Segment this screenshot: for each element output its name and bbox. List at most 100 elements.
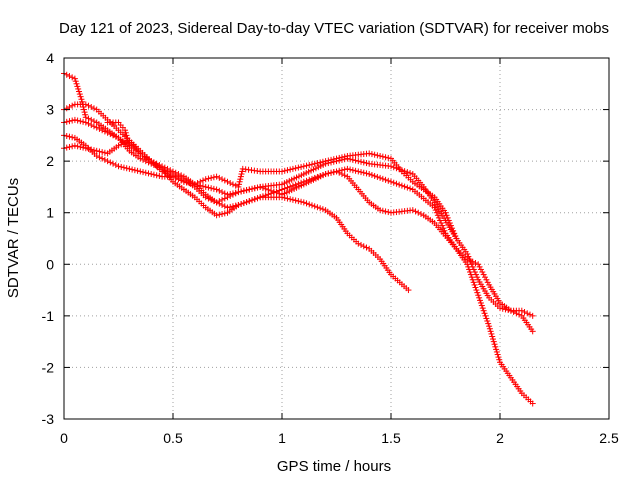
data-point [257, 183, 264, 190]
data-point [265, 186, 272, 193]
data-point [219, 196, 226, 203]
data-point [194, 180, 201, 187]
data-point [486, 325, 493, 332]
data-point [298, 163, 305, 170]
data-point [75, 85, 82, 92]
data-point [325, 170, 332, 177]
data-point [72, 78, 79, 85]
data-point [526, 311, 533, 318]
data-point [77, 143, 84, 150]
data-point [333, 168, 340, 175]
data-point [224, 178, 231, 185]
data-point [471, 269, 478, 276]
data-point [470, 266, 477, 273]
data-point [101, 128, 108, 135]
data-point [90, 123, 97, 130]
data-point [469, 263, 476, 270]
data-point [186, 180, 193, 187]
data-point [470, 279, 477, 286]
data-point [142, 169, 149, 176]
data-point [441, 227, 448, 234]
data-point [66, 133, 73, 140]
data-point [236, 181, 243, 188]
data-point [240, 200, 247, 207]
data-point [493, 348, 500, 355]
data-point [246, 186, 253, 193]
data-point [90, 147, 97, 154]
data-point [352, 167, 359, 174]
data-point [371, 172, 378, 179]
data-point [491, 341, 498, 348]
data-point [385, 209, 392, 216]
data-point [322, 158, 329, 165]
data-point [238, 171, 245, 178]
data-point [69, 117, 76, 124]
data-point [125, 140, 132, 147]
data-point [490, 338, 497, 345]
data-point [379, 175, 386, 182]
data-point [90, 118, 97, 125]
data-point [161, 169, 168, 176]
data-point [484, 318, 491, 325]
y-tick-label: 3 [46, 102, 54, 118]
data-point [377, 207, 384, 214]
data-point [232, 182, 239, 189]
data-point [385, 177, 392, 184]
data-point [474, 274, 481, 281]
data-point [338, 171, 345, 178]
data-point [358, 169, 365, 176]
data-point [238, 201, 245, 208]
data-point [224, 191, 231, 198]
data-point [82, 119, 89, 126]
data-point [407, 185, 414, 192]
data-point [524, 310, 531, 317]
data-point [349, 167, 356, 174]
data-point [239, 168, 246, 175]
data-point [112, 162, 119, 169]
data-point [295, 198, 302, 205]
data-point [287, 183, 294, 190]
data-point [388, 163, 394, 170]
data-point [257, 194, 264, 201]
data-point [401, 183, 408, 190]
data-point [197, 178, 204, 185]
data-point [63, 105, 70, 112]
data-point [284, 184, 291, 191]
data-point [518, 307, 525, 314]
x-axis-label: GPS time / hours [277, 458, 391, 475]
data-point [63, 118, 70, 125]
data-point [219, 201, 226, 208]
data-point [237, 173, 244, 180]
data-point [153, 163, 160, 170]
data-point [434, 212, 441, 219]
data-point [236, 178, 243, 185]
data-point [477, 299, 484, 306]
data-point [66, 118, 73, 125]
x-tick-label: 2.5 [599, 430, 619, 446]
tick-layer: 0 0.5 1 1.5 2 2.5 -3 -2 -1 0 1 2 3 4 [42, 50, 619, 446]
data-point [221, 210, 228, 217]
data-point [85, 120, 92, 127]
data-point [468, 274, 475, 281]
data-point [183, 179, 190, 186]
data-point [363, 170, 370, 177]
data-point [489, 333, 496, 340]
data-point [93, 147, 100, 154]
data-point [210, 185, 217, 192]
data-point [99, 155, 106, 162]
data-point [487, 328, 494, 335]
data-point [69, 134, 76, 141]
data-point [476, 294, 483, 301]
data-point [432, 207, 439, 214]
data-point [219, 176, 226, 183]
data-point [115, 163, 122, 170]
data-point [74, 83, 81, 90]
data-point [221, 195, 228, 202]
data-point [352, 157, 359, 164]
data-point [219, 189, 226, 196]
data-point [415, 209, 422, 216]
data-point [268, 187, 275, 194]
data-point [388, 178, 394, 185]
data-point [90, 105, 97, 112]
